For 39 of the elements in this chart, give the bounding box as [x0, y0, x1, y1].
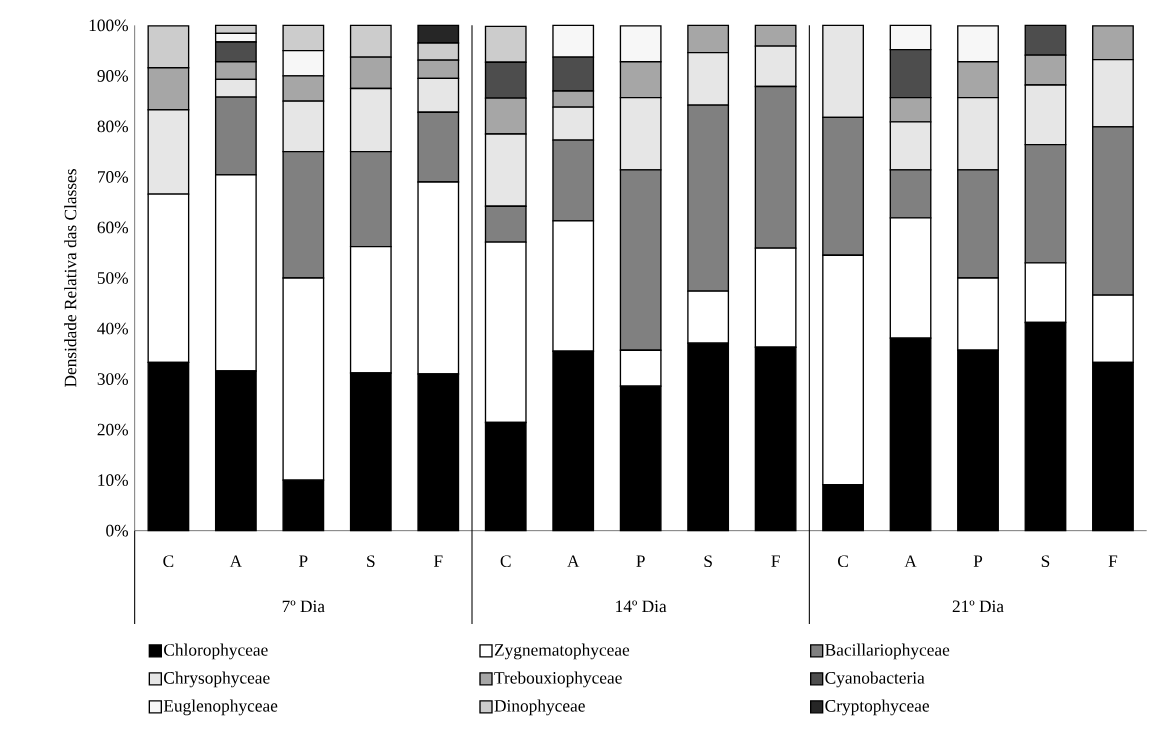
legend-label: Dinophyceae — [494, 699, 585, 716]
x-tick-label: P — [973, 555, 983, 567]
x-tick-label: C — [500, 555, 511, 568]
x-tick-label: F — [771, 555, 780, 567]
x-tick-label: P — [636, 555, 645, 567]
x-tick-label: P — [299, 555, 308, 567]
legend-label: Trebouxiophyceae — [494, 671, 622, 688]
legend-label: Chrysophyceae — [164, 671, 270, 688]
y-tick-label: 0% — [106, 524, 129, 537]
y-tick-label: 60% — [97, 221, 129, 234]
x-tick-label: S — [704, 555, 712, 568]
y-tick-label: 100% — [89, 19, 129, 32]
x-tick-label: A — [229, 555, 243, 567]
y-tick-label: 40% — [97, 322, 129, 335]
x-tick-label: C — [838, 555, 848, 568]
y-tick-label: 20% — [97, 423, 129, 436]
legend-label: Cryptophyceae — [825, 699, 929, 716]
x-tick-label: S — [1041, 555, 1050, 568]
y-tick-label: 90% — [97, 70, 129, 82]
y-tick-label: 50% — [97, 272, 129, 285]
x-tick-label: F — [433, 555, 443, 567]
x-tick-label: A — [567, 555, 580, 567]
legend-label: Zygnematophyceae — [494, 643, 630, 660]
y-tick-label: 30% — [97, 373, 129, 386]
text: 21º Dia — [952, 600, 1004, 613]
y-tick-label: 70% — [98, 171, 129, 183]
x-tick-label: F — [1108, 555, 1118, 567]
legend-label: Chlorophyceae — [164, 643, 268, 660]
y-axis-title: Densidade Relativa das Classes — [64, 169, 77, 388]
x-tick-label: S — [367, 555, 375, 568]
y-tick-label: 80% — [97, 120, 129, 133]
x-tick-label: A — [904, 555, 917, 567]
text: 7º Dia — [282, 600, 325, 613]
legend-label: Cyanobacteria — [825, 671, 925, 688]
y-tick-label: 10% — [98, 474, 129, 487]
legend-label: Euglenophyceae — [163, 699, 278, 716]
legend-label: Bacillariophyceae — [825, 643, 950, 660]
text: 14º Dia — [616, 600, 667, 613]
x-tick-label: C — [163, 555, 174, 568]
